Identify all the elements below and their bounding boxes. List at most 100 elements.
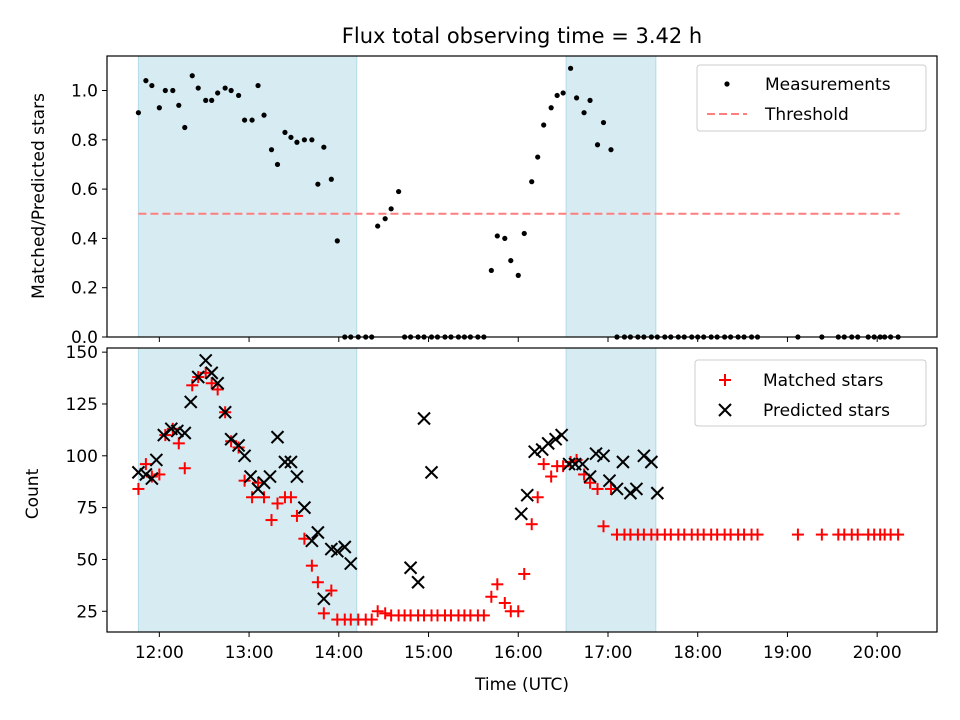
measurements-point [143,78,149,84]
y-tick-label: 50 [76,550,98,570]
matched-stars-point [892,528,905,541]
predicted-stars-point [623,486,638,500]
measurements-point [396,188,402,195]
predicted-stars-point [278,455,292,469]
measurements-point [541,122,547,128]
matched-stars-point [305,559,318,572]
matched-stars-point [525,518,538,531]
legend-matched-marker [719,374,731,386]
predicted-stars-point [583,469,597,484]
matched-stars-point [205,377,218,390]
predicted-stars-point [184,395,198,409]
matched-stars-point [232,441,245,454]
predicted-stars-point [170,424,184,438]
count-legend-box [694,359,927,427]
legend-measurements-label: Measurements [765,75,891,95]
measurements-point [515,272,521,278]
measurements-point [301,137,308,143]
ratio-panel-frame [106,55,938,338]
measurements-point [261,112,267,118]
measurements-point [600,119,607,126]
measurements-point [149,82,155,89]
y-tick-label: 125 [66,395,98,415]
measurements-point [170,87,176,94]
predicted-stars-point [297,500,312,515]
matched-stars-point [238,474,251,487]
matched-stars-point [537,458,550,471]
measurements-point [182,124,188,131]
predicted-stars-point [330,544,345,558]
observing-span-1 [137,347,358,633]
x-tick-label: 16:00 [494,643,543,663]
predicted-stars-point [528,444,542,459]
measurements-point [608,147,614,153]
y-tick-label: 0.2 [71,279,98,299]
matched-stars-point [851,528,864,541]
matched-stars-point [491,578,504,591]
predicted-stars-point [305,534,319,548]
matched-stars-point [597,520,610,533]
predicted-stars-point [424,465,439,480]
measurements-point [236,92,242,99]
measurements-point [274,161,281,168]
predicted-stars-point [317,592,331,606]
measurements-point [228,87,234,94]
count-panel: 25 50 75 100 125 150 12:00 13:00 14:00 15:00 16:0… [23,343,938,695]
predicted-stars-point [554,428,569,442]
measurements-point [529,179,535,185]
matched-stars-point [186,379,199,392]
predicted-stars-point [575,457,590,471]
legend-threshold-label: Threshold [764,105,849,125]
predicted-stars-point [290,469,304,484]
legend-measurements-marker [724,81,730,87]
predicted-stars-point [145,471,159,486]
ratio-panel: 0.0 0.2 0.4 0.6 0.8 1.0 Matched/Predicted sta… [29,55,938,348]
ratio-legend: Measurements Threshold [696,64,927,132]
count-panel-ylabel: Count [23,468,43,519]
measurements-point [249,117,255,123]
matched-stars-point [178,462,191,475]
measurements-point [535,154,541,160]
measurements-point [241,117,248,123]
predicted-stars-point [596,449,611,463]
measurements-point [176,102,182,108]
measurements-point [288,134,294,140]
measurements-point [209,97,215,103]
measurements-point [382,216,388,222]
measurements-point [135,110,142,116]
measurements-point [215,90,221,96]
predicted-stars-point [520,488,534,502]
matched-stars-point [498,596,511,609]
ratio-legend-box [696,64,927,132]
measurements-point [554,92,560,99]
predicted-stars-point [210,376,225,390]
matched-stars-point [258,491,271,504]
measurements-point [321,144,327,150]
predicted-stars-point [284,455,298,469]
predicted-stars-point [514,507,528,521]
predicted-stars-point [178,426,192,440]
y-tick-label: 0.4 [71,229,98,249]
measurements-point [189,73,195,79]
measurements-point [334,238,340,244]
x-tick-label: 19:00 [763,643,812,663]
measurements-point [375,223,381,229]
measurements-point [328,176,334,182]
predicted-stars-point [243,469,258,484]
predicted-stars-point [231,438,246,453]
matched-stars-point [271,497,284,510]
legend-predicted-label: Predicted stars [763,401,890,421]
predicted-stars-point [139,467,153,482]
measurements-point [594,142,601,148]
predicted-stars-point [562,457,576,471]
predicted-stars-point [629,482,644,496]
x-tick-label: 17:00 [583,643,632,663]
legend-predicted-marker [718,403,732,417]
y-tick-label: 150 [66,343,98,363]
matched-stars-point [265,514,278,527]
x-tick-label: 20:00 [853,643,902,663]
x-tick-label: 15:00 [404,643,453,663]
matched-stars-point [518,567,531,580]
matched-stars-point [284,491,297,504]
